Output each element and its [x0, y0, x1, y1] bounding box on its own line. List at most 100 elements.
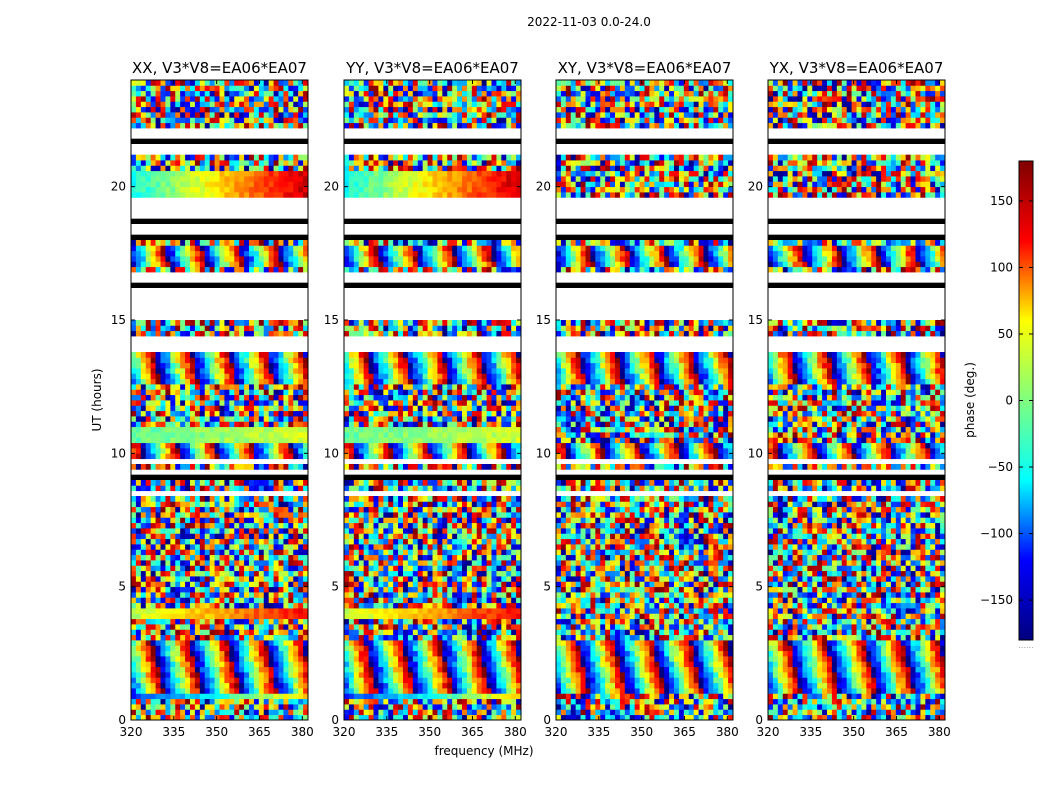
heat-cell — [358, 533, 365, 540]
heat-cell — [185, 506, 191, 513]
heat-cell — [155, 378, 161, 385]
heat-cell — [263, 453, 270, 460]
heat-cell — [273, 512, 279, 518]
heat-cell — [229, 565, 235, 572]
flagged-row — [344, 474, 521, 480]
heat-cell — [344, 693, 350, 700]
heat-cell — [204, 240, 211, 246]
heat-cell — [229, 368, 235, 374]
heat-cell — [268, 240, 274, 246]
heat-cell — [229, 656, 235, 662]
heat-cell — [150, 330, 156, 337]
heat-cell — [199, 80, 206, 86]
heat-cell — [209, 533, 215, 540]
heat-cell — [160, 261, 166, 268]
heat-cell — [412, 709, 419, 716]
heat-cell — [293, 656, 299, 662]
heat-cell — [170, 106, 176, 113]
heat-cell — [303, 378, 309, 385]
heat-cell — [170, 266, 176, 273]
heat-cell — [199, 325, 206, 332]
heat-cell — [135, 85, 142, 92]
heat-cell — [363, 597, 369, 604]
heat-cell — [393, 485, 399, 492]
heat-cell — [462, 544, 468, 550]
heat-cell — [258, 480, 265, 486]
heat-cell — [288, 496, 294, 502]
heat-cell — [398, 634, 404, 641]
heat-cell — [268, 512, 274, 518]
heat-cell — [486, 672, 492, 678]
heat-cell — [150, 629, 156, 636]
heat-cell — [175, 613, 181, 620]
heat-cell — [506, 709, 512, 716]
heat-cell — [175, 378, 181, 385]
heat-cell — [501, 570, 507, 577]
heat-cell — [447, 618, 453, 625]
heat-cell — [204, 192, 211, 198]
heat-cell — [224, 565, 230, 572]
heat-cell — [229, 240, 235, 246]
heat-cell — [344, 570, 350, 577]
heat-cell — [150, 496, 156, 502]
heat-cell — [229, 640, 235, 646]
heat-cell — [437, 538, 443, 545]
heat-cell — [263, 650, 270, 657]
heat-cell — [135, 330, 142, 337]
heat-cell — [283, 592, 289, 598]
heat-cell — [165, 357, 171, 364]
heat-cell — [165, 170, 171, 177]
heat-cell — [293, 645, 299, 652]
heat-cell — [160, 480, 166, 486]
heat-cell — [214, 117, 220, 124]
heat-cell — [165, 330, 171, 337]
heat-cell — [175, 624, 181, 630]
heat-cell — [407, 714, 414, 721]
heat-cell — [298, 528, 304, 534]
heat-cell — [135, 426, 142, 433]
heat-cell — [491, 709, 497, 716]
heat-cell — [209, 565, 215, 572]
heat-cell — [204, 640, 211, 646]
heat-cell — [209, 437, 215, 444]
heat-cell — [135, 576, 142, 582]
heat-cell — [412, 608, 419, 614]
heat-cell — [437, 528, 443, 534]
heat-cell — [239, 613, 245, 620]
heat-cell — [442, 688, 448, 694]
heat-cell — [204, 704, 211, 710]
heat-cell — [298, 80, 304, 86]
heat-cell — [516, 512, 522, 518]
heat-cell — [150, 704, 156, 710]
heat-cell — [427, 704, 433, 710]
heat-cell — [462, 666, 468, 673]
heat-cell — [150, 181, 156, 188]
heat-cell — [209, 538, 215, 545]
heat-cell — [209, 416, 215, 422]
heat-cell — [457, 682, 463, 689]
heat-cell — [442, 528, 448, 534]
heat-cell — [283, 437, 289, 444]
heat-cell — [244, 656, 250, 662]
heat-cell — [135, 480, 142, 486]
heat-cell — [199, 442, 206, 449]
heat-cell — [452, 693, 458, 700]
heat-cell — [204, 250, 211, 257]
heat-cell — [263, 480, 270, 486]
heat-cell — [407, 506, 414, 513]
heat-cell — [457, 613, 463, 620]
heat-cell — [199, 122, 206, 129]
heat-cell — [481, 554, 487, 561]
heat-cell — [293, 384, 299, 390]
heat-cell — [496, 533, 502, 540]
heat-cell — [135, 634, 142, 641]
heat-cell — [278, 96, 284, 102]
heat-cell — [150, 240, 156, 246]
heat-cell — [457, 581, 463, 588]
heat-cell — [131, 389, 137, 396]
heat-cell — [393, 656, 399, 662]
heat-cell — [135, 688, 142, 694]
heat-cell — [135, 650, 142, 657]
heat-cell — [219, 544, 225, 550]
heat-cell — [516, 506, 522, 513]
